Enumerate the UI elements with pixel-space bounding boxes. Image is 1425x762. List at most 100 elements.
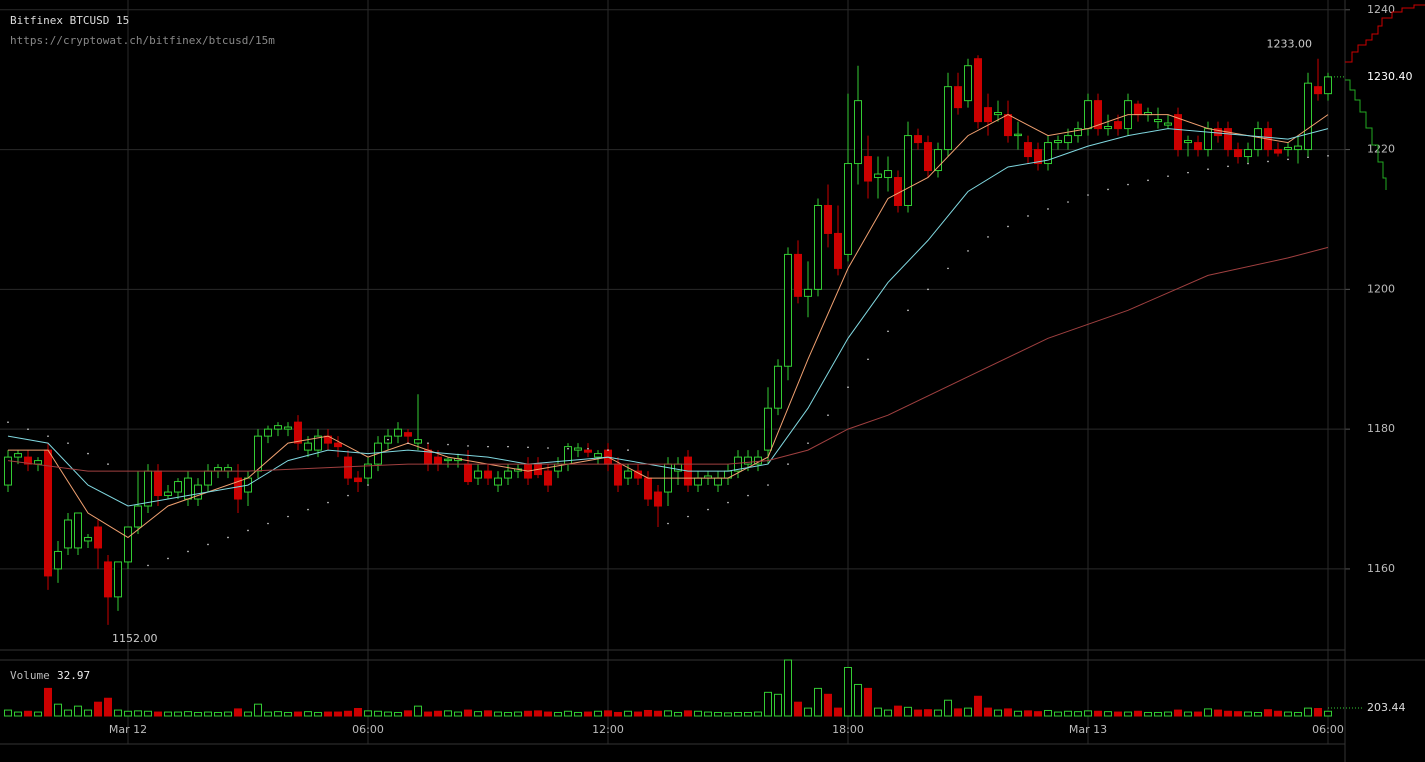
sar-dot xyxy=(267,522,269,525)
volume-bar xyxy=(284,711,292,717)
sar-dot xyxy=(627,449,629,451)
sar-dot xyxy=(1227,165,1229,168)
volume-bar xyxy=(444,710,452,717)
sar-dot xyxy=(567,447,569,450)
sar-dot xyxy=(1007,225,1009,228)
sar-dot xyxy=(487,445,489,448)
x-tick-label: 18:00 xyxy=(832,723,864,736)
volume-bar xyxy=(954,708,962,717)
candle-body xyxy=(734,456,742,472)
sar-dot xyxy=(287,515,289,518)
volume-bar xyxy=(854,683,862,717)
candle-body xyxy=(164,491,172,497)
sar-dot xyxy=(427,442,429,444)
volume-bar xyxy=(214,711,222,717)
volume-bar xyxy=(744,711,752,717)
candle-body xyxy=(334,442,342,448)
indicator-line xyxy=(7,128,1329,507)
volume-bar xyxy=(724,712,732,717)
sar-dot xyxy=(987,236,989,238)
candle-body xyxy=(274,425,282,430)
volume-bar xyxy=(264,711,272,717)
sar-dot xyxy=(1047,208,1049,210)
candle-body xyxy=(574,447,582,451)
sar-dot xyxy=(1267,160,1269,163)
volume-bar xyxy=(1124,711,1132,717)
x-tick-label: Mar 13 xyxy=(1069,723,1107,736)
volume-bar xyxy=(344,710,352,717)
sar-dot xyxy=(307,508,309,511)
sar-dot xyxy=(327,501,329,504)
volume-bar xyxy=(174,711,182,717)
candle-body xyxy=(1164,122,1172,126)
volume-bar xyxy=(314,711,322,717)
candle-body xyxy=(234,477,242,500)
candle-body xyxy=(144,470,152,507)
volume-bar xyxy=(574,711,582,717)
candle-body xyxy=(1014,133,1022,137)
volume-bar xyxy=(414,705,422,717)
candle-body xyxy=(174,481,182,493)
volume-bar xyxy=(654,710,662,717)
volume-bar xyxy=(754,711,762,717)
volume-bar xyxy=(904,706,912,717)
sar-dot xyxy=(1027,215,1029,217)
volume-bar xyxy=(514,711,522,717)
volume-bar xyxy=(1034,711,1042,717)
volume-bar xyxy=(354,708,362,717)
candle-body xyxy=(884,170,892,179)
candle-body xyxy=(1024,142,1032,158)
sar-dot xyxy=(247,529,249,532)
volume-bar xyxy=(734,711,742,717)
sar-dot xyxy=(527,446,529,449)
volume-bar xyxy=(834,707,842,717)
candle-body xyxy=(94,526,102,549)
volume-bar xyxy=(524,710,532,717)
candle-body xyxy=(404,432,412,437)
volume-bar xyxy=(334,711,342,717)
candle-body xyxy=(1304,82,1312,151)
volume-bar xyxy=(1324,710,1332,717)
candle-body xyxy=(844,163,852,255)
candle-body xyxy=(134,505,142,528)
volume-bar xyxy=(594,710,602,717)
candle-body xyxy=(1044,142,1052,165)
sar-dot xyxy=(7,421,9,423)
volume-bar xyxy=(1114,711,1122,717)
candle-body xyxy=(64,519,72,549)
candle-body xyxy=(1234,149,1242,158)
candle-body xyxy=(1244,149,1252,158)
sar-dot xyxy=(87,452,89,455)
sar-dot xyxy=(887,330,889,333)
candle-body xyxy=(314,435,322,451)
candle-body xyxy=(804,288,812,297)
grid: 1160 1180 1200 1220 1240 Mar 12 06:00 12:00 18:0… xyxy=(0,0,1395,744)
volume-bar xyxy=(234,708,242,717)
extreme-label: 1152.00 xyxy=(112,632,158,645)
volume-bar xyxy=(44,687,52,717)
candle-body xyxy=(614,463,622,486)
sar-dot xyxy=(707,508,709,511)
candle-body xyxy=(1324,76,1332,95)
sar-dot xyxy=(67,442,69,444)
candle-body xyxy=(814,204,822,290)
sar-dot xyxy=(1147,179,1149,182)
volume-bar xyxy=(1314,708,1322,717)
y-tick-label: 1200 xyxy=(1367,282,1395,295)
volume-bar xyxy=(794,701,802,717)
volume-bar xyxy=(194,711,202,717)
volume-bar xyxy=(1074,711,1082,717)
candle-body xyxy=(1314,86,1322,95)
volume-bar xyxy=(1094,710,1102,717)
candle-body xyxy=(464,463,472,483)
volume-bar xyxy=(434,710,442,717)
candle-body xyxy=(14,453,22,458)
candle-body xyxy=(1054,139,1062,144)
x-tick-label: 12:00 xyxy=(592,723,624,736)
sar-dot xyxy=(827,414,829,416)
sar-dot xyxy=(1167,175,1169,177)
sar-dot xyxy=(1287,158,1289,161)
sar-dot xyxy=(187,550,189,553)
candle-body xyxy=(1274,149,1282,154)
